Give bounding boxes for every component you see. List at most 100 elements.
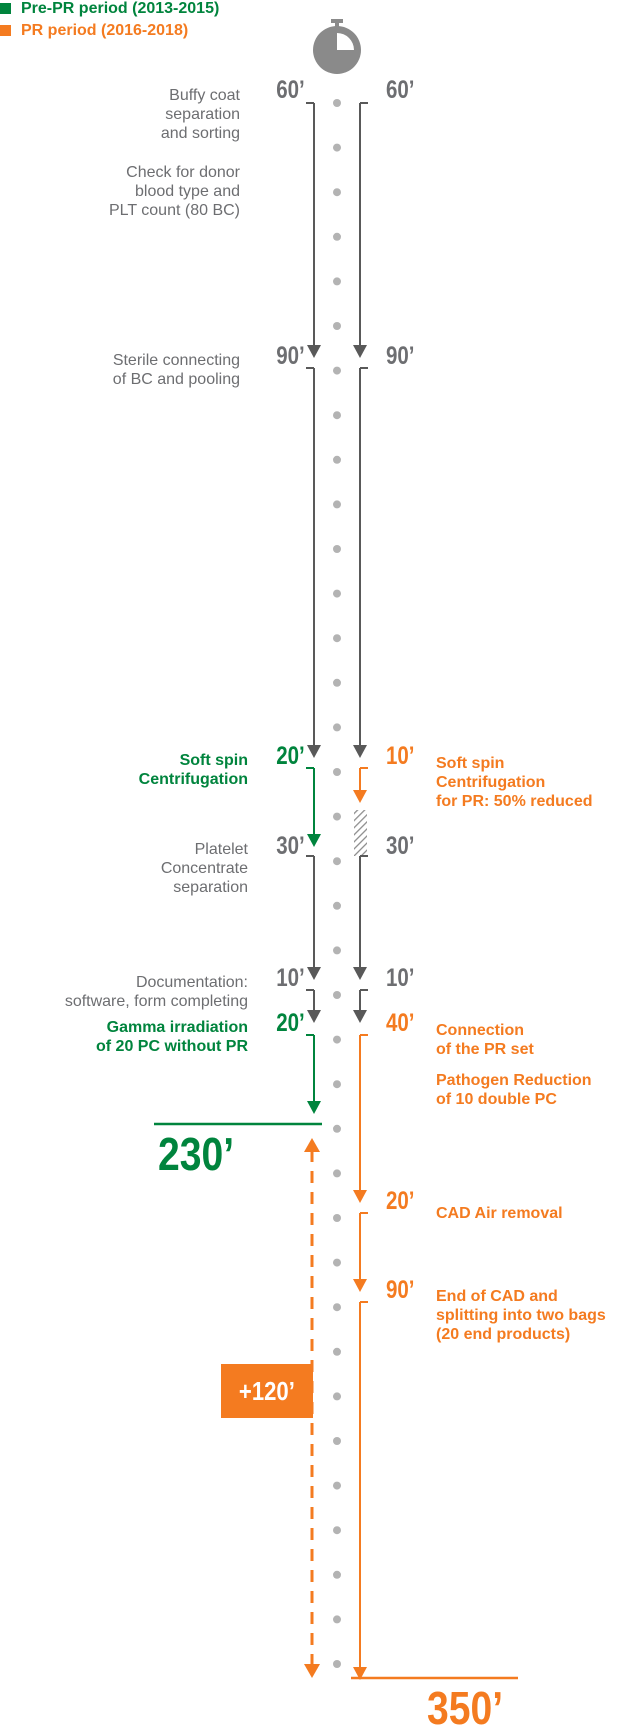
- timeline-dot: [333, 723, 341, 732]
- step-duration: 30’: [276, 832, 305, 860]
- desc-line: Soft spin: [436, 755, 505, 772]
- timeline-dot: [333, 322, 341, 330]
- timeline-dot: [333, 1347, 341, 1356]
- step-description: Gamma irradiation of 20 PC without PR: [96, 1018, 248, 1056]
- desc-line: blood type and: [135, 183, 240, 200]
- desc-line: Platelet: [194, 841, 248, 858]
- desc-line: Soft spin: [179, 752, 248, 769]
- step-description: Buffy coat separation and sorting: [161, 86, 240, 143]
- legend-item-pre-pr: Pre-PR period (2013-2015): [0, 0, 219, 18]
- step-duration: 40’: [386, 1009, 415, 1037]
- right-column-arrows: [353, 103, 367, 1680]
- timeline-dot: [333, 545, 341, 553]
- difference-label: +120’: [239, 1375, 295, 1406]
- step-duration: 10’: [386, 742, 415, 770]
- left-column-arrows: [307, 103, 321, 1114]
- desc-line: and sorting: [160, 125, 240, 142]
- desc-line: Documentation:: [135, 974, 248, 991]
- step-duration: 90’: [276, 342, 305, 370]
- hatched-idle-block: [354, 810, 367, 856]
- step-description: Check for donor blood type and PLT count…: [109, 163, 240, 220]
- step-description: Soft spin Centrifugation: [139, 751, 248, 789]
- timeline-dot: [333, 589, 341, 598]
- timeline-dot: [333, 678, 341, 687]
- desc-line: splitting into two bags: [436, 1307, 606, 1324]
- desc-line: PLT count (80 BC): [108, 202, 240, 219]
- desc-line: of BC and pooling: [112, 371, 240, 388]
- timeline-dot: [333, 1124, 341, 1133]
- legend-label: Pre-PR period (2013-2015): [21, 0, 220, 17]
- stopwatch-icon: [313, 19, 361, 74]
- desc-line: Buffy coat: [169, 87, 240, 104]
- desc-line: End of CAD and: [436, 1288, 558, 1305]
- step-description: Soft spin Centrifugation for PR: 50% red…: [436, 754, 592, 811]
- desc-line: of 20 PC without PR: [96, 1038, 248, 1055]
- legend-swatch-orange: [0, 25, 11, 36]
- desc-line: Connection: [436, 1022, 524, 1039]
- step-duration: 90’: [386, 342, 415, 370]
- desc-line: CAD Air removal: [436, 1205, 563, 1222]
- step-duration: 10’: [386, 964, 415, 992]
- desc-line: software, form completing: [64, 993, 248, 1010]
- timeline-dots: [333, 99, 341, 1668]
- timeline-dot: [333, 99, 341, 107]
- desc-line: Concentrate: [160, 860, 248, 877]
- desc-line: of the PR set: [436, 1041, 534, 1058]
- timeline-dot: [333, 991, 341, 999]
- timeline-dot: [333, 1035, 341, 1044]
- desc-line: Centrifugation: [138, 771, 248, 788]
- timeline-dot: [333, 1258, 341, 1267]
- step-duration: 60’: [276, 76, 305, 104]
- timeline-dot: [333, 1392, 341, 1401]
- timeline-dot: [333, 232, 341, 241]
- timeline-dot: [333, 1481, 341, 1490]
- timeline-dot: [333, 143, 341, 152]
- desc-line: Gamma irradiation: [106, 1019, 248, 1036]
- step-duration: 20’: [276, 1009, 305, 1037]
- desc-line: Centrifugation: [436, 774, 546, 791]
- timeline-dot: [333, 1080, 341, 1089]
- desc-line: Check for donor: [126, 164, 240, 181]
- timeline-dot: [333, 366, 341, 375]
- desc-line: (20 end products): [436, 1326, 571, 1343]
- step-description: Documentation: software, form completing: [65, 973, 248, 1011]
- pr-total: 350’: [427, 1682, 504, 1734]
- desc-line: Pathogen Reduction: [436, 1072, 592, 1089]
- timeline-dot: [333, 500, 341, 509]
- step-ticks: [306, 102, 368, 1303]
- step-duration: 10’: [276, 964, 305, 992]
- step-description: Pathogen Reduction of 10 double PC: [436, 1071, 592, 1109]
- timeline-dot: [333, 1303, 341, 1312]
- pre-pr-total: 230’: [158, 1128, 235, 1180]
- step-duration: 90’: [386, 1276, 415, 1304]
- timeline-dot: [333, 1214, 341, 1222]
- timeline-dot: [333, 188, 341, 197]
- timeline-dot: [333, 634, 341, 643]
- timeline-dot: [333, 1570, 341, 1579]
- step-duration: 30’: [386, 832, 415, 860]
- timeline-dot: [333, 1169, 341, 1178]
- timeline-dot: [333, 277, 341, 286]
- timeline-dot: [333, 1615, 341, 1624]
- timeline-dot: [333, 768, 341, 776]
- legend-swatch-green: [0, 3, 11, 14]
- timeline-dot: [333, 1660, 341, 1668]
- timeline-dot: [333, 901, 341, 910]
- timeline-dot: [333, 1526, 341, 1535]
- step-description: Platelet Concentrate separation: [161, 840, 248, 897]
- desc-line: separation: [165, 106, 240, 123]
- timeline-dot: [333, 857, 341, 866]
- timeline-dot: [333, 946, 341, 955]
- step-description: End of CAD and splitting into two bags (…: [436, 1287, 606, 1344]
- step-description: Sterile connecting of BC and pooling: [113, 351, 240, 389]
- desc-line: of 10 double PC: [436, 1091, 557, 1108]
- timeline-dot: [333, 812, 341, 821]
- timeline-dot: [333, 455, 341, 464]
- legend-item-pr: PR period (2016-2018): [0, 22, 188, 40]
- desc-line: separation: [173, 879, 248, 896]
- difference-badge: +120’: [221, 1364, 313, 1418]
- step-description: CAD Air removal: [436, 1204, 563, 1223]
- desc-line: for PR: 50% reduced: [436, 793, 593, 810]
